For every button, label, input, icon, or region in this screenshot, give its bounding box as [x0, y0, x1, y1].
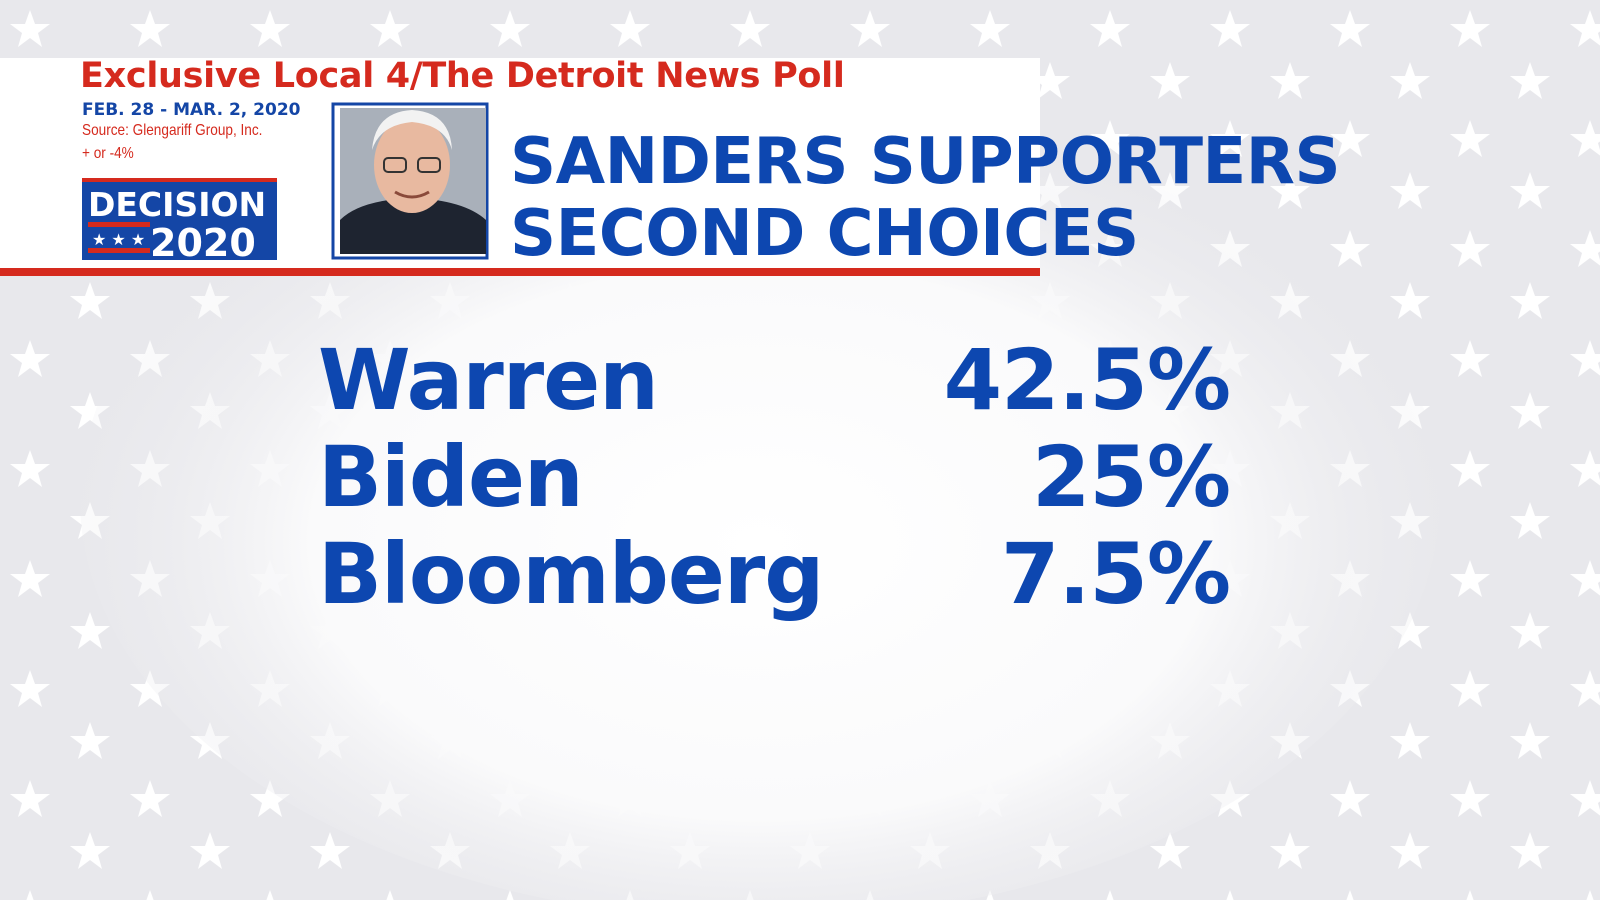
candidate-share: 7.5%	[1001, 525, 1231, 623]
poll-source: Source: Glengariff Group, Inc.	[82, 122, 263, 139]
candidate-name: Bloomberg	[318, 525, 824, 623]
headline: SECOND CHOICES	[510, 197, 1139, 271]
poll-title: Exclusive Local 4/The Detroit News Poll	[80, 56, 845, 96]
svg-text:★ ★ ★: ★ ★ ★	[92, 230, 145, 249]
decision-logo: ★ ★ ★ DECISION 2020	[82, 178, 277, 265]
headline: SANDERS SUPPORTERS	[510, 125, 1341, 199]
logo-line1: DECISION	[88, 185, 266, 224]
candidate-name: Warren	[318, 331, 659, 429]
photo	[331, 102, 489, 260]
poll-dates: FEB. 28 - MAR. 2, 2020	[82, 100, 301, 120]
margin-of-error: + or -4%	[82, 145, 134, 162]
candidate-share: 42.5%	[943, 331, 1231, 429]
candidate-name: Biden	[318, 428, 584, 526]
logo-line2: 2020	[150, 221, 256, 265]
red-rule	[0, 268, 1040, 276]
candidate-share: 25%	[1031, 428, 1231, 526]
